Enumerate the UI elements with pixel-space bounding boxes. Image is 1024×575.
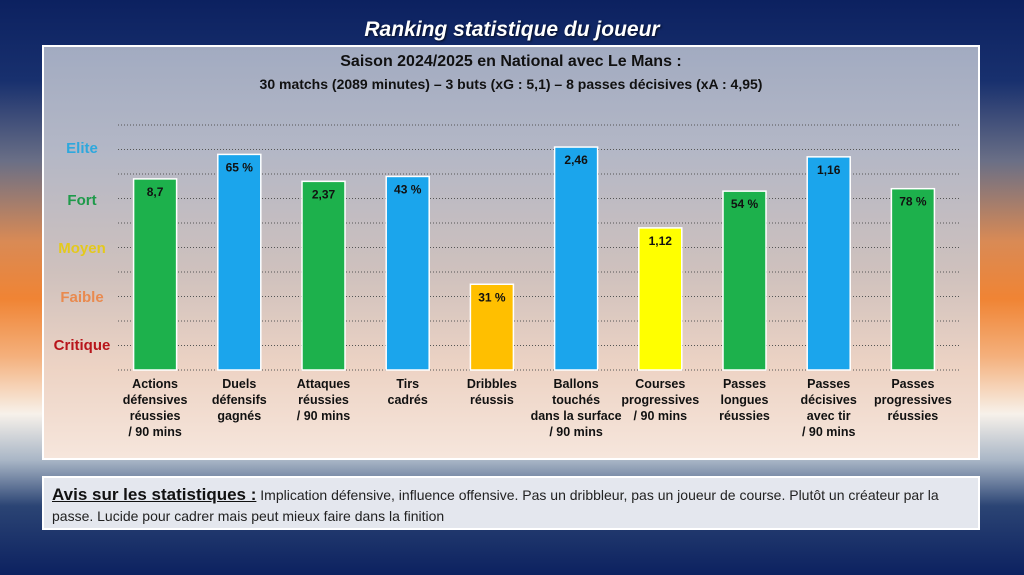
category-label: Duels défensifs gagnés <box>212 377 267 423</box>
category-label-line: / 90 mins <box>802 425 856 439</box>
chart-summary: 30 matchs (2089 minutes) – 3 buts (xG : … <box>259 76 763 92</box>
bar-value-label: 2,37 <box>312 187 336 201</box>
ranking-bar-chart: Elite Fort Moyen Faible Critique 8,7 Actions dé… <box>54 124 960 439</box>
comment-box: Avis sur les statistiques : Implication … <box>42 476 980 530</box>
bar <box>217 153 262 371</box>
category-label-line: Duels <box>222 377 256 391</box>
bar <box>806 156 851 371</box>
bar-value-label: 8,7 <box>147 185 164 199</box>
category-label: Dribbles réussis <box>467 377 517 407</box>
category-label: Passes progressives réussies <box>874 377 952 423</box>
comment-text: Implication défensive, influence offensi… <box>52 487 939 524</box>
category-label-line: / 90 mins <box>128 425 182 439</box>
category-label-line: Passes <box>807 377 850 391</box>
category-label-line: réussies <box>298 393 349 407</box>
category-label: Ballons touchés dans la surface / 90 mins <box>531 377 622 439</box>
category-label-line: réussies <box>888 409 939 423</box>
category-label-line: avec tir <box>807 409 851 423</box>
comment-heading: Avis sur les statistiques : <box>52 485 257 504</box>
level-label-fort: Fort <box>67 192 96 209</box>
category-label-line: Tirs <box>396 377 419 391</box>
category-label-line: réussis <box>470 393 514 407</box>
category-label-line: Dribbles <box>467 377 517 391</box>
bar-value-label: 54 % <box>731 197 759 211</box>
category-label-line: réussies <box>130 409 181 423</box>
bar-value-label: 1,16 <box>817 163 841 177</box>
bar-value-label: 2,46 <box>564 153 588 167</box>
chart-subtitle: Saison 2024/2025 en National avec Le Man… <box>340 53 682 70</box>
level-label-elite: Elite <box>66 140 98 157</box>
category-label-line: / 90 mins <box>549 425 603 439</box>
category-label-line: progressives <box>621 393 699 407</box>
category-label: Courses progressives / 90 mins <box>621 377 699 423</box>
category-label: Passes décisives avec tir / 90 mins <box>801 377 857 439</box>
category-label-line: Attaques <box>297 377 351 391</box>
category-label-line: longues <box>721 393 769 407</box>
category-label-line: défensives <box>123 393 188 407</box>
category-label-line: Passes <box>891 377 934 391</box>
bar <box>301 180 346 371</box>
bar-value-label: 31 % <box>478 290 506 304</box>
category-label-line: / 90 mins <box>634 409 688 423</box>
bar <box>890 187 936 371</box>
bar <box>132 178 178 371</box>
level-label-moyen: Moyen <box>58 240 106 257</box>
category-label-line: décisives <box>801 393 857 407</box>
category-label-line: réussies <box>719 409 770 423</box>
category-label: Passes longues réussies <box>719 377 770 423</box>
bar <box>385 175 430 371</box>
category-label-line: progressives <box>874 393 952 407</box>
bar-value-label: 1,12 <box>649 234 673 248</box>
category-label-line: / 90 mins <box>297 409 351 423</box>
page-title: Ranking statistique du joueur <box>364 18 660 41</box>
category-label-line: Courses <box>635 377 685 391</box>
category-label-line: Actions <box>132 377 178 391</box>
level-label-faible: Faible <box>60 289 103 306</box>
bar-value-label: 65 % <box>226 160 254 174</box>
category-label: Tirs cadrés <box>388 377 428 407</box>
category-label-line: touchés <box>552 393 600 407</box>
category-label: Attaques réussies / 90 mins <box>297 377 351 423</box>
category-label-line: Passes <box>723 377 766 391</box>
bar-value-label: 78 % <box>899 195 927 209</box>
category-label-line: gagnés <box>217 409 261 423</box>
category-label: Actions défensives réussies / 90 mins <box>123 377 188 439</box>
category-label-line: défensifs <box>212 393 267 407</box>
bar-value-label: 43 % <box>394 182 422 196</box>
bar <box>638 227 683 371</box>
bar <box>469 283 515 371</box>
bar <box>553 146 599 371</box>
level-label-critique: Critique <box>54 337 111 354</box>
category-label-line: Ballons <box>554 377 599 391</box>
bar <box>722 190 767 371</box>
category-label-line: cadrés <box>388 393 428 407</box>
category-label-line: dans la surface <box>531 409 622 423</box>
